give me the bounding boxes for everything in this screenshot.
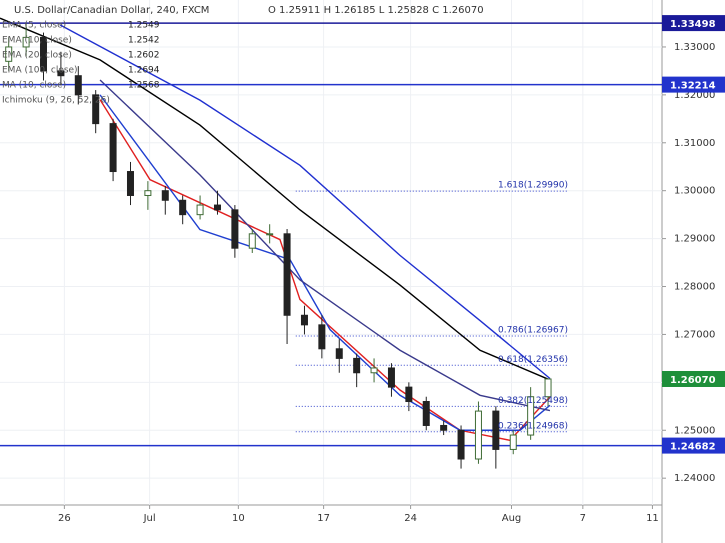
fib-label: 0.618(1.26356) xyxy=(498,355,568,365)
x-tick-label: Jul xyxy=(143,513,156,524)
candle-body xyxy=(544,378,552,398)
legend-name: Ichimoku (9, 26, 52, 26) xyxy=(2,96,110,106)
level-label: 1.32214 xyxy=(670,81,716,92)
fib-label: 0.236(1.24968) xyxy=(498,421,568,431)
candle-body xyxy=(92,94,100,125)
candle-body xyxy=(422,401,430,426)
legend-value: 1.2694 xyxy=(128,66,160,76)
chart-title: U.S. Dollar/Canadian Dollar, 240, FXCM xyxy=(14,5,209,16)
level-label: 1.33498 xyxy=(670,19,716,30)
candle-body xyxy=(144,190,152,196)
y-tick-label: 1.32000 xyxy=(674,90,715,101)
candle-body xyxy=(283,233,291,316)
level-tag xyxy=(662,437,725,454)
indicator-line xyxy=(99,94,551,431)
x-tick-label: 11 xyxy=(646,513,659,524)
candle-body xyxy=(161,190,169,201)
legend-value: 1.2602 xyxy=(128,51,160,61)
legend-value: 1.2542 xyxy=(128,36,160,46)
candle-body xyxy=(39,36,47,72)
level-tag xyxy=(662,76,725,93)
candle-body xyxy=(527,396,535,436)
legend-value: 1.2568 xyxy=(128,81,160,91)
candle-body xyxy=(109,123,117,173)
candle-body xyxy=(57,70,65,77)
candle-body xyxy=(213,204,221,211)
fib-label: 0.786(1.26967) xyxy=(498,326,568,336)
indicator-line xyxy=(99,99,551,442)
x-tick-label: 10 xyxy=(232,513,245,524)
candle-body xyxy=(318,324,326,350)
candle-body xyxy=(387,367,395,388)
level-tag xyxy=(662,15,725,32)
last-price-label: 1.26070 xyxy=(670,375,716,386)
fib-label: 1.618(1.29990) xyxy=(498,181,568,191)
legend-value: 1.2549 xyxy=(128,21,160,31)
y-tick-label: 1.29000 xyxy=(674,234,715,245)
x-tick-label: 26 xyxy=(58,513,71,524)
candle-body xyxy=(22,36,30,48)
level-label: 1.24682 xyxy=(670,442,716,453)
candle-body xyxy=(179,199,187,216)
indicator-line xyxy=(59,24,551,380)
candle-body xyxy=(300,314,308,326)
candle-body xyxy=(335,348,343,359)
indicator-line xyxy=(99,79,551,412)
candle-body xyxy=(231,209,239,249)
candle-body xyxy=(440,424,448,431)
last-price-tag xyxy=(662,370,725,387)
y-tick-label: 1.28000 xyxy=(674,282,715,293)
legend-name: EMA (20, close) xyxy=(2,51,72,61)
candle-body xyxy=(474,410,482,460)
y-tick-label: 1.33000 xyxy=(674,42,715,53)
candle-body xyxy=(405,386,413,403)
candle-body xyxy=(509,434,517,450)
candle-body xyxy=(248,233,256,249)
legend-name: EMA (5, close) xyxy=(2,21,66,31)
x-tick-label: 17 xyxy=(317,513,330,524)
candle-body xyxy=(126,171,134,196)
candle-body xyxy=(370,367,378,374)
y-tick-label: 1.27000 xyxy=(674,329,715,340)
y-tick-label: 1.30000 xyxy=(674,186,715,197)
indicator-line xyxy=(0,17,551,381)
candle-body xyxy=(74,75,82,96)
x-tick-label: 7 xyxy=(580,513,586,524)
candle-body xyxy=(457,429,465,460)
y-tick-label: 1.31000 xyxy=(674,138,715,149)
y-tick-label: 1.25000 xyxy=(674,425,715,436)
legend-name: EMA (10, close) xyxy=(2,36,72,46)
y-tick-label: 1.24000 xyxy=(674,473,715,484)
candle-body xyxy=(492,410,500,450)
candle-body xyxy=(266,233,274,236)
candle-body xyxy=(196,204,204,216)
candle-body xyxy=(353,357,361,374)
x-tick-label: 24 xyxy=(404,513,417,524)
legend-name: EMA (100, close) xyxy=(2,66,78,76)
x-tick-label: Aug xyxy=(502,513,522,524)
candle-body xyxy=(5,46,13,62)
ohlc-readout: O 1.25911 H 1.26185 L 1.25828 C 1.26070 xyxy=(268,5,484,16)
legend-name: MA (10, close) xyxy=(2,81,66,91)
fib-label: 0.382(1.25498) xyxy=(498,396,568,406)
